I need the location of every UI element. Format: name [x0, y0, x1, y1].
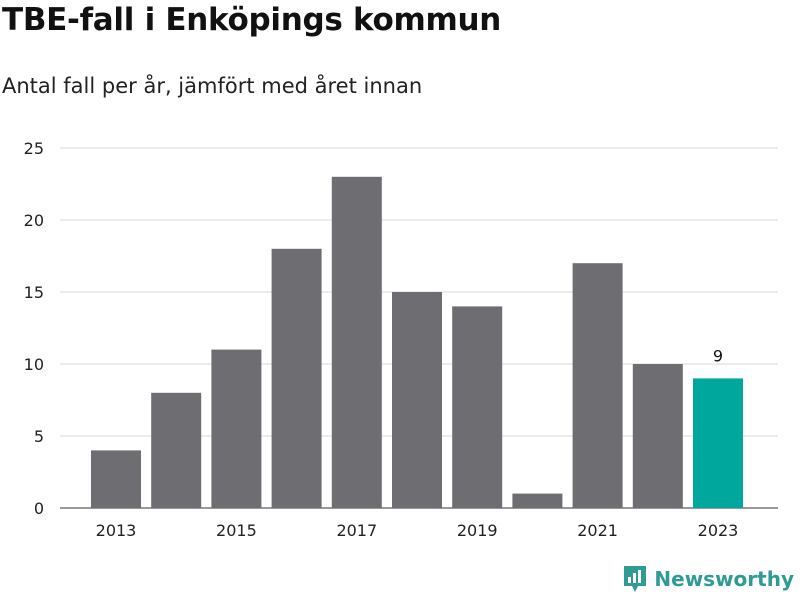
bar-2016: [271, 248, 322, 509]
x-tick-label: 2015: [216, 521, 257, 540]
bar-2014: [151, 392, 202, 508]
bar-2020: [512, 493, 563, 508]
brand-name: Newsworthy: [654, 567, 794, 591]
y-tick-label: 15: [24, 283, 44, 302]
data-labels: 9: [713, 346, 723, 365]
chart-subtitle: Antal fall per år, jämfört med året inna…: [2, 74, 423, 98]
x-tick-label: 2019: [457, 521, 498, 540]
bar-2019: [452, 306, 503, 508]
x-tick-label: 2021: [577, 521, 618, 540]
y-tick-label: 25: [24, 139, 44, 158]
bar-2017: [331, 176, 382, 509]
bar-2021: [572, 263, 623, 508]
x-tick-label: 2017: [336, 521, 377, 540]
bar-2018: [392, 292, 442, 508]
bars: [91, 176, 743, 509]
bar-2013: [91, 450, 141, 508]
bar-2015: [211, 349, 262, 508]
x-axis-labels: 2013 2015 2017 2019 2021 2023: [96, 521, 739, 540]
newsworthy-logo: Newsworthy: [622, 564, 794, 594]
newsworthy-logo-icon: [624, 566, 647, 592]
bar-2022: [632, 364, 683, 508]
y-tick-label: 10: [24, 355, 44, 374]
y-tick-label: 20: [24, 211, 44, 230]
y-tick-label: 0: [34, 499, 44, 518]
chart-title: TBE-fall i Enköpings kommun: [2, 2, 502, 38]
x-tick-label: 2023: [698, 521, 739, 540]
x-tick-label: 2013: [96, 521, 137, 540]
bar-2023: [693, 378, 743, 508]
bar-chart: 0 5 10 15 20 25 2013 2015 2017 2019 2021 2023 9: [24, 139, 778, 540]
data-label-2023: 9: [713, 346, 723, 365]
y-axis-labels: 0 5 10 15 20 25: [24, 139, 44, 518]
y-tick-label: 5: [34, 427, 44, 446]
